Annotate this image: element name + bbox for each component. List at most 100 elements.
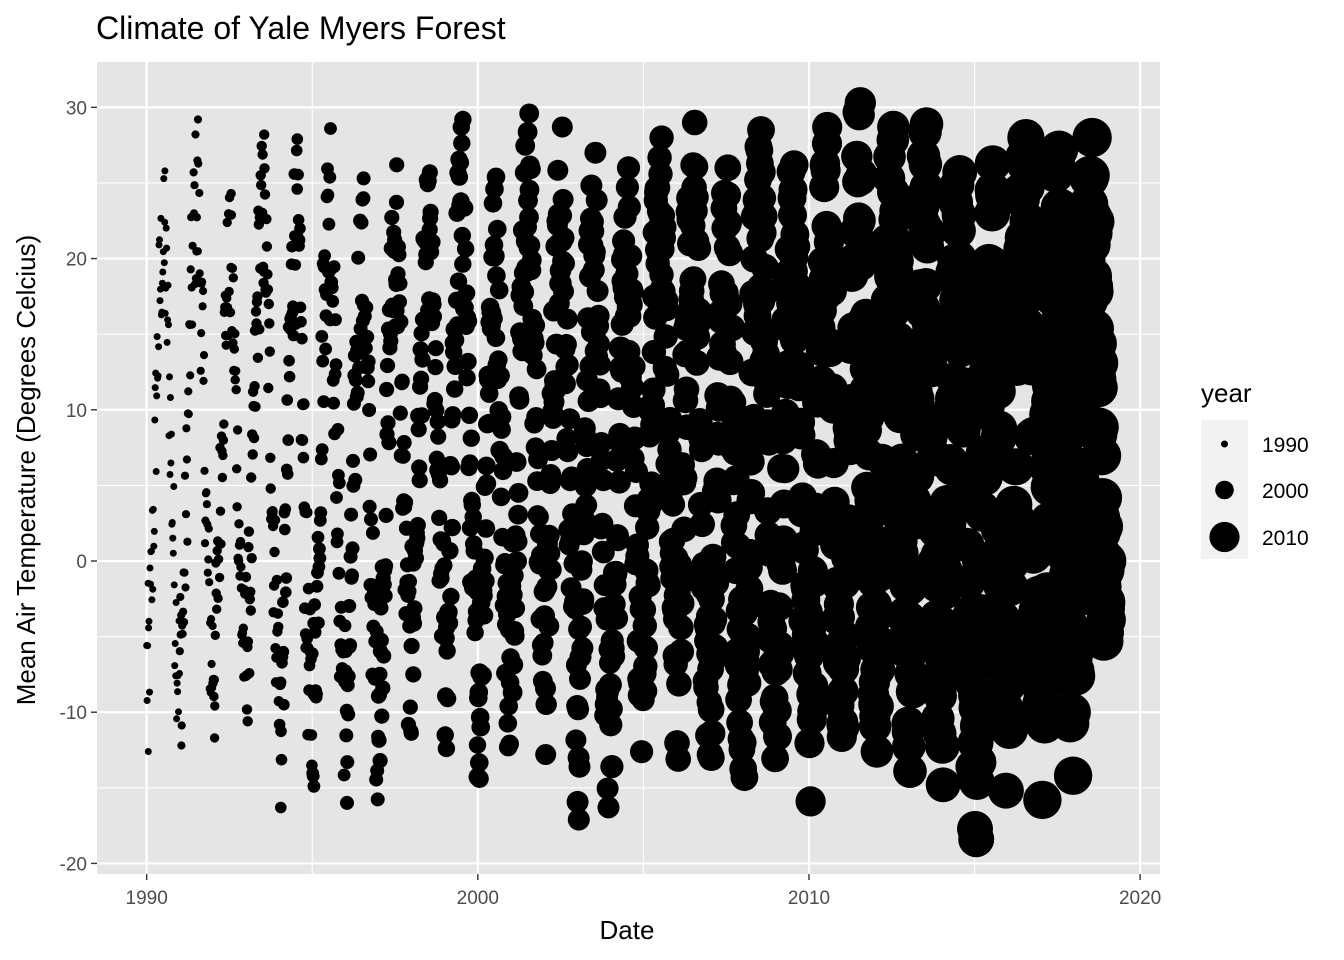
data-point — [460, 406, 479, 424]
data-point — [193, 247, 202, 256]
data-point — [668, 638, 695, 665]
data-point — [165, 321, 172, 329]
data-point — [540, 464, 562, 485]
data-point — [557, 354, 579, 376]
data-point-max — [193, 115, 203, 124]
y-tick-label: -20 — [60, 854, 87, 875]
data-point — [340, 755, 355, 770]
data-point — [505, 598, 526, 619]
data-point — [686, 306, 713, 333]
data-point — [228, 273, 238, 283]
data-point — [508, 482, 529, 503]
data-point — [153, 392, 161, 400]
data-point — [183, 537, 192, 546]
data-point-max — [584, 141, 607, 164]
data-point — [538, 615, 560, 637]
data-point-max — [551, 116, 573, 138]
data-point — [456, 199, 474, 217]
data-point — [180, 471, 190, 480]
data-point — [261, 213, 272, 225]
data-point-max — [226, 188, 236, 199]
data-point — [325, 281, 339, 295]
data-point — [174, 688, 182, 696]
data-point — [257, 149, 268, 160]
data-point-max — [259, 129, 270, 140]
data-point — [388, 194, 405, 210]
data-point — [488, 219, 507, 239]
data-point — [596, 777, 619, 800]
data-point — [859, 601, 893, 634]
data-point — [155, 241, 163, 249]
data-point — [296, 434, 309, 447]
data-point — [586, 280, 609, 302]
data-point — [483, 194, 503, 213]
data-point — [252, 291, 263, 302]
data-point — [150, 542, 158, 550]
data-point — [243, 526, 255, 537]
data-point — [551, 205, 573, 226]
data-point — [912, 215, 947, 250]
data-point — [517, 121, 538, 142]
data-point — [337, 768, 351, 782]
data-point-max — [844, 87, 876, 119]
data-point — [195, 269, 204, 278]
data-point-min — [307, 779, 321, 793]
data-point — [489, 350, 508, 370]
data-point — [210, 630, 220, 640]
data-point — [272, 608, 284, 619]
data-point — [683, 184, 709, 211]
data-point — [343, 638, 358, 653]
data-point — [166, 471, 174, 478]
data-point — [827, 675, 859, 708]
data-point — [557, 441, 579, 463]
data-point — [261, 241, 273, 252]
data-point — [195, 188, 204, 198]
data-point — [329, 358, 343, 372]
data-point — [1081, 436, 1122, 476]
data-point-max — [649, 125, 674, 150]
data-point — [149, 505, 157, 513]
data-point-min — [990, 711, 1028, 750]
data-point — [429, 413, 446, 430]
data-point — [259, 163, 270, 174]
data-point — [225, 307, 236, 317]
data-point — [146, 688, 153, 696]
data-point — [602, 644, 626, 668]
data-point — [205, 578, 214, 587]
data-point — [265, 452, 276, 463]
data-point — [540, 559, 562, 581]
data-point — [204, 555, 213, 564]
data-point — [364, 512, 378, 527]
data-point — [566, 790, 589, 813]
data-point — [585, 189, 608, 212]
data-point — [632, 613, 657, 638]
data-point — [241, 704, 253, 715]
data-point — [202, 488, 211, 497]
legend-label: 2010 — [1262, 527, 1309, 550]
data-point — [671, 465, 698, 491]
data-point-min — [763, 721, 792, 751]
data-point — [1082, 478, 1123, 518]
data-point — [182, 455, 191, 464]
data-point — [175, 708, 182, 716]
y-axis-title: Mean Air Temperature (Degrees Celcius) — [11, 235, 41, 706]
data-point — [306, 769, 320, 783]
data-point — [539, 542, 561, 564]
data-point — [300, 506, 313, 519]
data-point — [168, 519, 176, 526]
data-point — [182, 424, 191, 433]
data-point — [446, 331, 465, 349]
data-point — [504, 626, 525, 646]
data-point — [438, 689, 457, 708]
data-point — [245, 586, 256, 597]
data-point — [330, 491, 343, 504]
data-point-max — [1072, 117, 1112, 158]
data-point-max — [291, 133, 304, 145]
data-point — [281, 394, 294, 406]
data-point — [422, 203, 439, 220]
data-point — [171, 662, 179, 670]
data-point — [310, 687, 323, 701]
data-point-min — [795, 786, 826, 817]
data-point — [196, 366, 205, 375]
data-point — [235, 536, 246, 547]
